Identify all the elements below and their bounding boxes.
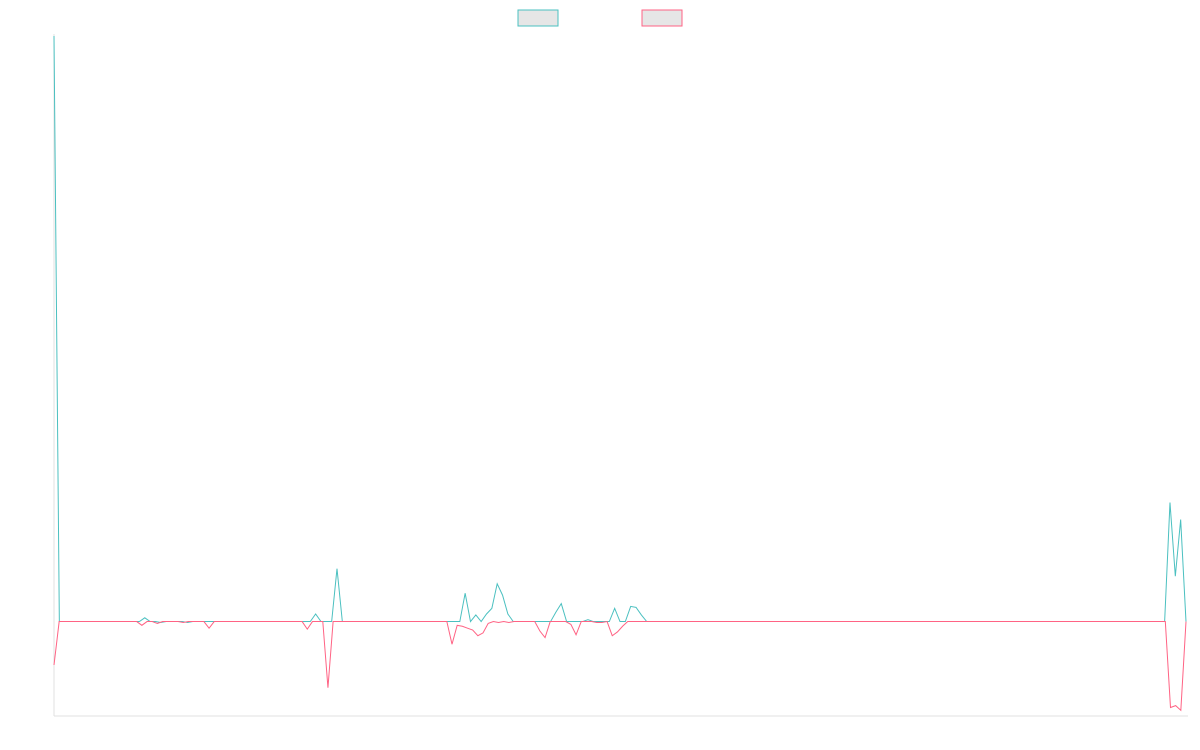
axes — [53, 34, 1188, 717]
legend-swatch-1[interactable] — [641, 9, 683, 27]
series-line-0 — [53, 35, 1187, 624]
legend — [517, 9, 683, 27]
series-layer — [53, 35, 1187, 712]
series-line-1 — [53, 620, 1187, 712]
legend-swatch-0[interactable] — [517, 9, 559, 27]
